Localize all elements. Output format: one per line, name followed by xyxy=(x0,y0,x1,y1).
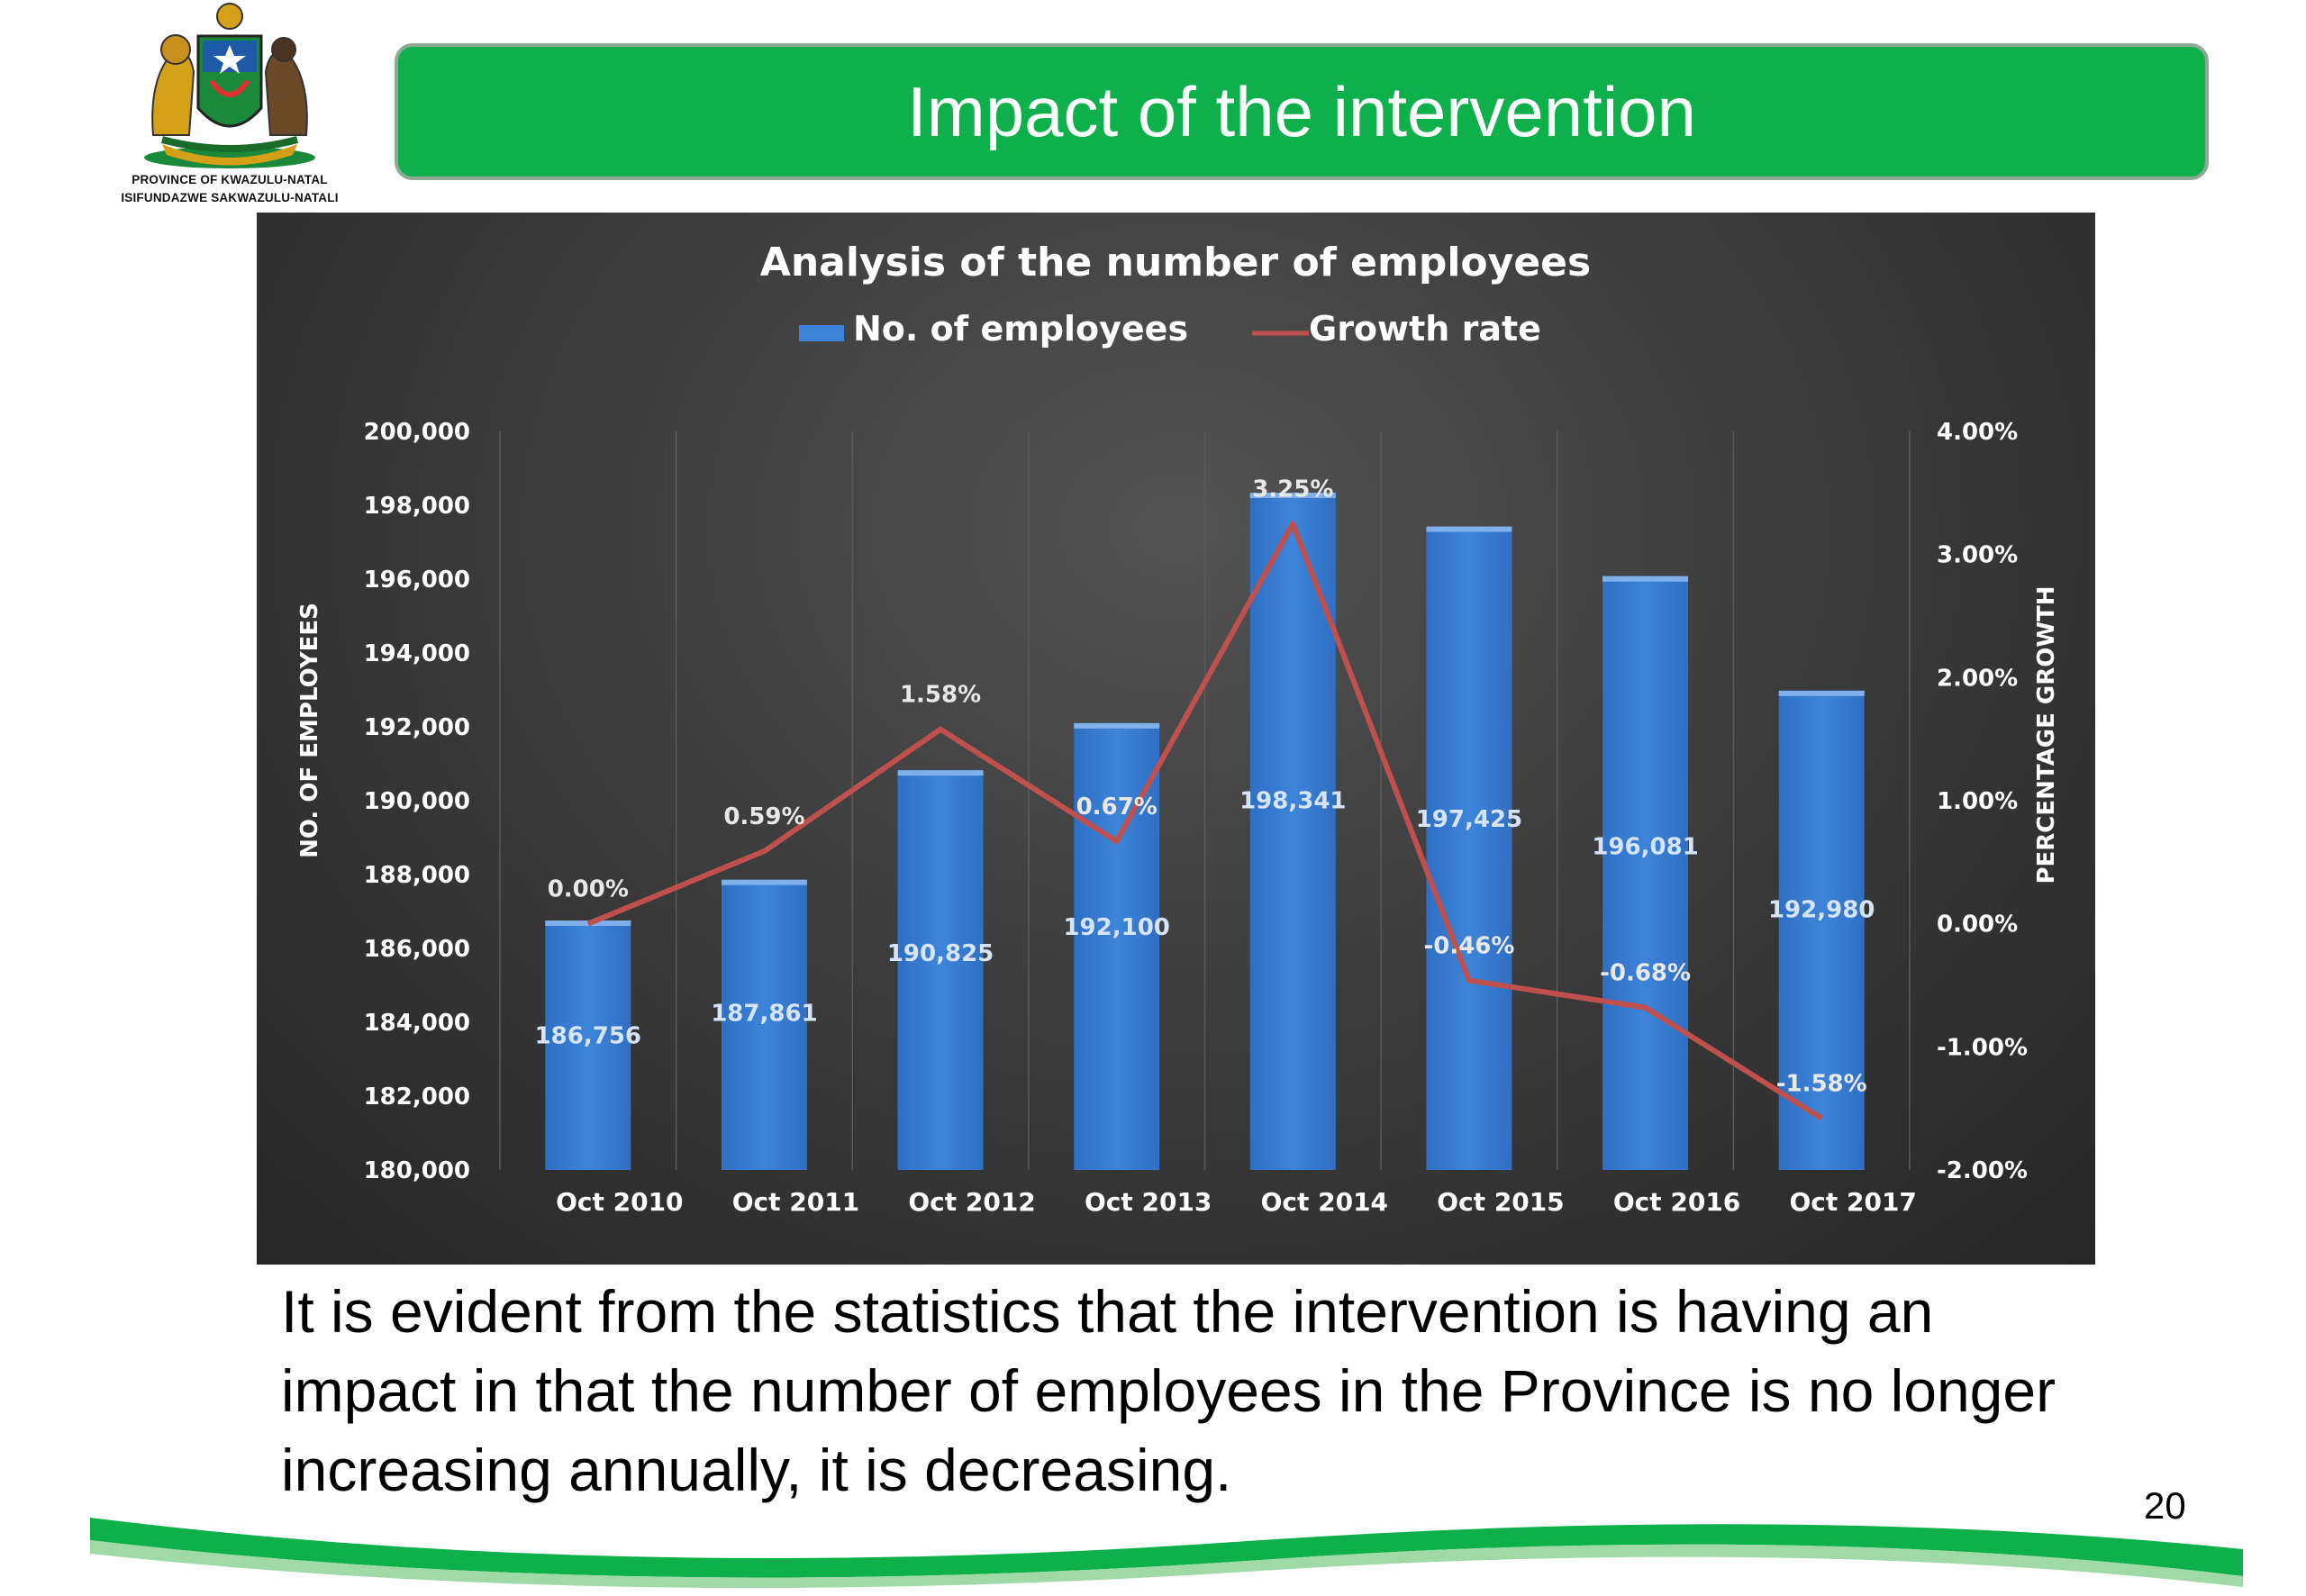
growth-value-label: 3.25% xyxy=(1252,476,1333,503)
province-logo: PROVINCE OF KWAZULU-NATAL ISIFUNDAZWE SA… xyxy=(86,0,374,209)
bar-value-label: 198,341 xyxy=(1239,787,1346,814)
growth-value-label: 0.59% xyxy=(723,803,804,830)
growth-value-label: 0.67% xyxy=(1076,793,1158,821)
bar-employees xyxy=(721,879,807,1170)
bar-top-highlight xyxy=(1074,722,1160,729)
growth-value-label: -0.46% xyxy=(1423,933,1514,960)
y-axis-title: NO. OF EMPLOYEES xyxy=(296,603,323,858)
bar-employees xyxy=(545,920,631,1170)
legend-bar-swatch xyxy=(799,325,844,341)
bar-employees xyxy=(1249,493,1336,1170)
logo-caption-english: PROVINCE OF KWAZULU-NATAL xyxy=(132,173,328,186)
employees-chart: 186,756 187,861 190,825 192,100 198,341 197,4… xyxy=(257,213,2095,1265)
x-category-label: Oct 2012 xyxy=(908,1187,1035,1217)
bar-value-label: 190,825 xyxy=(887,940,994,967)
y2-tick-label: -2.00% xyxy=(1937,1157,2028,1184)
bar-employees xyxy=(897,770,984,1170)
y2-tick-label: 1.00% xyxy=(1937,788,2018,815)
footer-swoosh xyxy=(90,1518,2243,1589)
page-title: Impact of the intervention xyxy=(907,71,1696,151)
bars-layer xyxy=(545,493,1865,1170)
axes-layer: 200,000 198,000 196,000 194,000 192,000 190,0… xyxy=(364,419,2028,1217)
x-category-label: Oct 2011 xyxy=(732,1187,859,1217)
growth-value-label: 1.58% xyxy=(900,682,981,709)
x-category-label: Oct 2017 xyxy=(1789,1187,1916,1217)
y-tick-label: 188,000 xyxy=(364,862,470,889)
bar-employees xyxy=(1074,722,1160,1170)
y2-tick-label: -1.00% xyxy=(1937,1034,2028,1061)
bar-value-label: 192,980 xyxy=(1768,896,1875,923)
growth-line-layer xyxy=(586,521,1823,1121)
bar-top-highlight xyxy=(721,879,807,885)
y2-tick-label: 3.00% xyxy=(1937,542,2018,569)
bar-employees xyxy=(1426,526,1512,1170)
growth-value-label: -0.68% xyxy=(1600,960,1691,987)
growth-rate-line xyxy=(586,521,1823,1121)
legend-bar-label: No. of employees xyxy=(853,309,1188,349)
bar-value-label: 186,756 xyxy=(535,1023,641,1050)
bar-top-highlight xyxy=(1778,690,1865,696)
x-category-label: Oct 2010 xyxy=(556,1187,683,1217)
y2-axis-title: PERCENTAGE GROWTH xyxy=(2033,585,2060,884)
y-tick-label: 190,000 xyxy=(364,788,470,815)
logo-caption-zulu: ISIFUNDAZWE SAKWAZULU-NATALI xyxy=(121,191,339,204)
bar-top-highlight xyxy=(1249,493,1336,499)
labels-layer: 186,756 187,861 190,825 192,100 198,341 197,4… xyxy=(535,476,1875,1098)
title-banner: Impact of the intervention xyxy=(395,43,2209,180)
gridlines xyxy=(499,431,1911,1170)
coat-of-arms-icon xyxy=(144,3,315,168)
chart-canvas: 186,756 187,861 190,825 192,100 198,341 197,4… xyxy=(296,240,2060,1217)
y2-tick-label: 2.00% xyxy=(1937,665,2018,692)
bar-top-highlight xyxy=(1602,576,1689,582)
x-category-label: Oct 2016 xyxy=(1613,1187,1740,1217)
bar-value-label: 192,100 xyxy=(1063,914,1169,941)
summary-paragraph: It is evident from the statistics that t… xyxy=(281,1278,2056,1503)
x-category-label: Oct 2015 xyxy=(1437,1187,1564,1217)
growth-value-label: 0.00% xyxy=(548,876,629,903)
page-number: 20 xyxy=(2144,1484,2186,1527)
y-tick-label: 184,000 xyxy=(364,1010,470,1037)
y-tick-label: 180,000 xyxy=(364,1157,470,1184)
bar-value-label: 196,081 xyxy=(1592,833,1698,860)
y2-tick-label: 4.00% xyxy=(1937,419,2018,446)
chart-title: Analysis of the number of employees xyxy=(760,240,1591,286)
y-tick-label: 182,000 xyxy=(364,1084,470,1111)
y-tick-label: 196,000 xyxy=(364,567,470,594)
bar-value-label: 197,425 xyxy=(1416,806,1522,833)
x-category-label: Oct 2013 xyxy=(1085,1187,1212,1217)
y2-tick-label: 0.00% xyxy=(1937,911,2018,939)
bar-top-highlight xyxy=(897,770,984,776)
bar-employees xyxy=(1602,576,1689,1170)
x-category-label: Oct 2014 xyxy=(1261,1187,1388,1217)
y-tick-label: 186,000 xyxy=(364,936,470,963)
bar-employees xyxy=(1778,690,1865,1170)
growth-value-label: -1.58% xyxy=(1776,1071,1867,1098)
y-tick-label: 198,000 xyxy=(364,493,470,520)
legend-line-label: Growth rate xyxy=(1309,309,1541,349)
y-tick-label: 192,000 xyxy=(364,714,470,741)
bar-top-highlight xyxy=(1426,526,1512,532)
y-tick-label: 200,000 xyxy=(364,419,470,446)
bar-value-label: 187,861 xyxy=(711,1001,817,1028)
y-tick-label: 194,000 xyxy=(364,640,470,667)
chart-legend: No. of employees Growth rate xyxy=(799,309,1541,349)
